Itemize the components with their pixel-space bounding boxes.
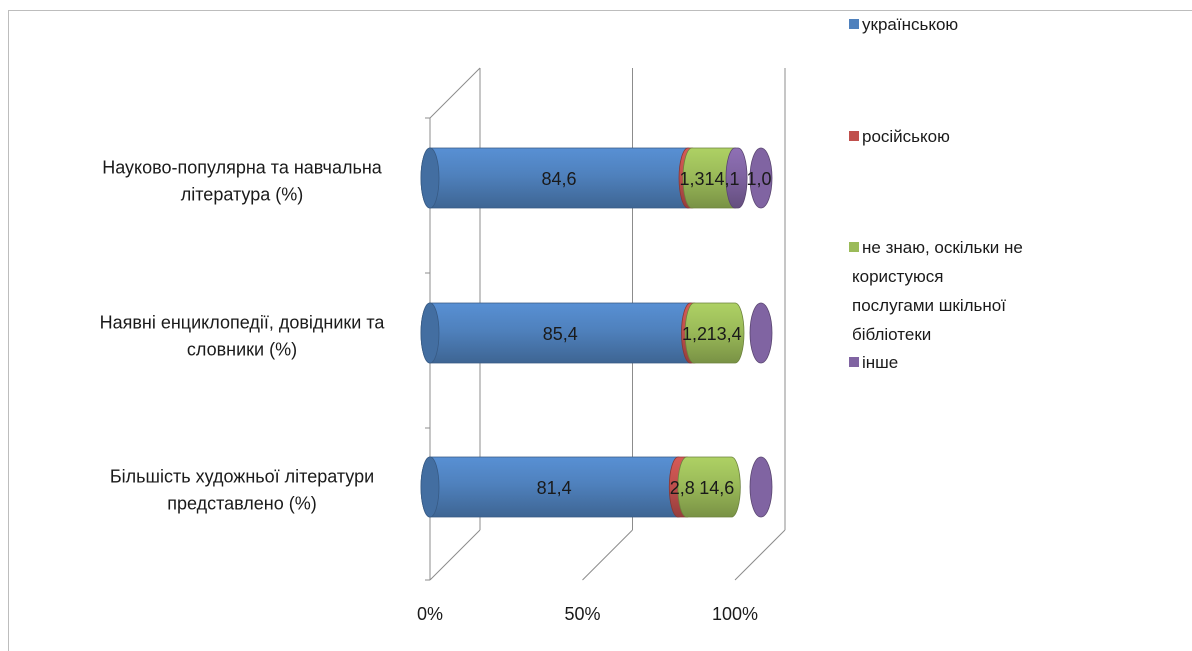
bar-cap-left xyxy=(420,456,440,518)
bar-cap-right xyxy=(749,147,773,209)
x-tick-label: 50% xyxy=(564,604,600,624)
data-label: 1,3 xyxy=(680,169,705,189)
grid-layer xyxy=(429,68,786,581)
data-label: 14,1 xyxy=(704,169,739,189)
floor-gridline xyxy=(429,529,481,581)
bar-segment xyxy=(725,147,748,209)
legend-label: користуюся xyxy=(852,267,943,286)
data-label: 14,6 xyxy=(699,478,734,498)
bar-cap-left xyxy=(420,147,440,209)
category-label: Науково-популярна та навчальна xyxy=(102,158,383,178)
bar-segment xyxy=(677,456,741,518)
legend-label: російською xyxy=(862,127,950,146)
data-label: 13,4 xyxy=(707,324,742,344)
category-label: словники (%) xyxy=(187,340,297,360)
legend: українською російською не знаю, оскільки н… xyxy=(849,15,1023,372)
category-label: Наявні енциклопедії, довідники та xyxy=(100,313,386,333)
wall-top-edge xyxy=(429,67,481,119)
legend-label: не знаю, оскільки не xyxy=(862,238,1023,257)
x-tick-label: 0% xyxy=(417,604,443,624)
bar-cap-right xyxy=(749,456,773,518)
bar-cap-left xyxy=(420,302,440,364)
bars-layer xyxy=(420,147,773,518)
data-label: 1,2 xyxy=(682,324,707,344)
legend-swatch xyxy=(849,357,859,367)
data-label: 1,0 xyxy=(746,169,771,189)
labels-layer: 0% 50% 100% Науково-популярна та навчальна л… xyxy=(100,158,772,625)
legend-label: послугами шкільної xyxy=(852,296,1006,315)
data-label: 81,4 xyxy=(537,478,572,498)
data-label: 84,6 xyxy=(541,169,576,189)
category-label: Більшість художньої літератури xyxy=(110,467,374,487)
legend-swatch xyxy=(849,242,859,252)
legend-label: бібліотеки xyxy=(852,325,931,344)
bar-cap-right xyxy=(749,302,773,364)
chart-frame xyxy=(8,10,1192,651)
legend-label: інше xyxy=(862,353,898,372)
category-label: література (%) xyxy=(181,185,303,205)
data-label: 85,4 xyxy=(543,324,578,344)
category-label: представлено (%) xyxy=(167,494,317,514)
x-tick-label: 100% xyxy=(712,604,758,624)
floor-gridline xyxy=(734,529,786,581)
legend-swatch xyxy=(849,19,859,29)
data-label: 2,8 xyxy=(670,478,695,498)
floor-gridline xyxy=(582,529,633,581)
legend-swatch xyxy=(849,131,859,141)
legend-label: українською xyxy=(862,15,958,34)
bar-segment xyxy=(684,302,745,364)
